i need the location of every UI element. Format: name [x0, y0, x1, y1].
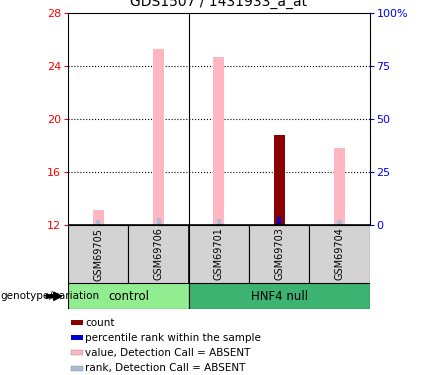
Bar — [71, 335, 83, 340]
Text: GSM69704: GSM69704 — [334, 228, 345, 280]
Text: value, Detection Call = ABSENT: value, Detection Call = ABSENT — [85, 348, 250, 358]
Bar — [337, 220, 341, 225]
Text: count: count — [85, 318, 114, 327]
Text: control: control — [108, 290, 149, 303]
Bar — [309, 225, 370, 283]
Bar — [68, 283, 189, 309]
Text: genotype/variation: genotype/variation — [0, 291, 99, 301]
Bar — [249, 225, 309, 283]
Text: GSM69706: GSM69706 — [154, 228, 164, 280]
Bar — [93, 210, 104, 225]
Text: HNF4 null: HNF4 null — [251, 290, 308, 303]
Text: rank, Detection Call = ABSENT: rank, Detection Call = ABSENT — [85, 363, 246, 374]
Bar — [334, 148, 345, 225]
Bar — [189, 283, 370, 309]
Bar — [189, 225, 249, 283]
Bar — [274, 135, 285, 225]
Bar — [217, 219, 221, 225]
Bar — [96, 220, 100, 225]
Text: GSM69701: GSM69701 — [214, 228, 224, 280]
Bar — [71, 350, 83, 355]
Bar — [213, 57, 224, 225]
Bar — [157, 218, 161, 225]
Text: percentile rank within the sample: percentile rank within the sample — [85, 333, 261, 343]
Title: GDS1507 / 1431933_a_at: GDS1507 / 1431933_a_at — [130, 0, 308, 9]
Bar — [153, 49, 164, 225]
Text: GSM69703: GSM69703 — [274, 228, 284, 280]
Bar — [277, 217, 281, 225]
Bar — [68, 225, 128, 283]
Bar — [71, 320, 83, 325]
Text: GSM69705: GSM69705 — [93, 228, 103, 280]
Bar — [71, 366, 83, 371]
Bar — [128, 225, 189, 283]
